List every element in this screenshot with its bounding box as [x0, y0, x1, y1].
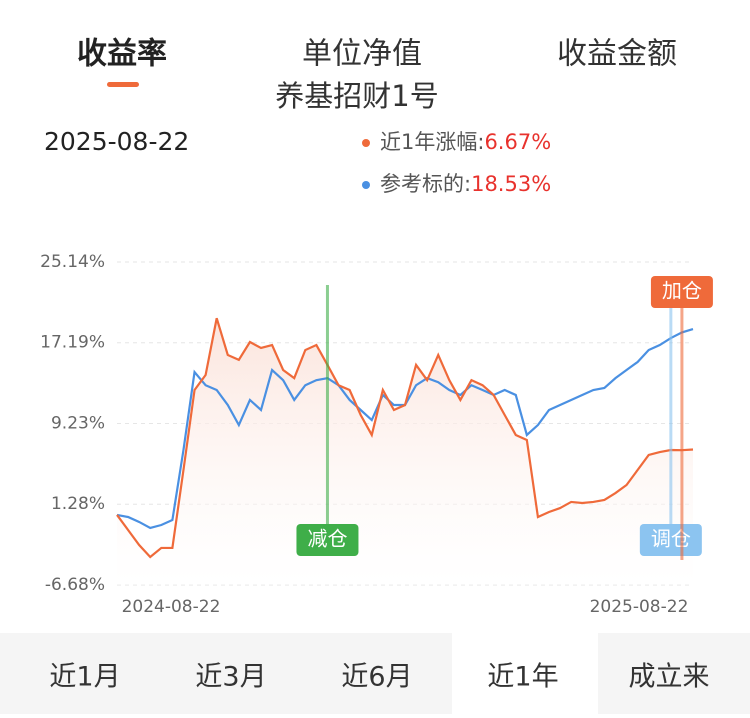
- tab[interactable]: 单位净值: [302, 37, 422, 72]
- period-bar: [0, 633, 750, 714]
- legend-value: 6.67%: [484, 130, 551, 154]
- fund-name: 养基招财1号: [275, 79, 438, 113]
- period-tab[interactable]: 近1月: [49, 662, 120, 693]
- annotation-label: 加仓: [662, 279, 702, 303]
- x-tick-label: 2024-08-22: [122, 597, 221, 617]
- date: 2025-08-22: [44, 127, 189, 156]
- legend: 近1年涨幅:6.67% 参考标的:18.53%: [362, 130, 551, 196]
- y-tick-label: 17.19%: [40, 333, 105, 353]
- legend-entry: 近1年涨幅:6.67%: [380, 130, 551, 154]
- y-tick-label: 9.23%: [51, 414, 105, 434]
- period-tab[interactable]: 近6月: [341, 662, 412, 693]
- legend-value: 18.53%: [471, 172, 551, 196]
- legend-name: 近1年涨幅:: [380, 130, 484, 154]
- legend-entry: 参考标的:18.53%: [380, 172, 551, 196]
- legend-dot: [362, 139, 370, 147]
- area: [117, 318, 693, 585]
- period-tab[interactable]: 近1年: [487, 662, 558, 693]
- annotation-badge: [650, 276, 713, 308]
- plot: -6.68% 1.28% 9.23% 17.19% 25.14% 2024-08-22 20…: [40, 252, 713, 617]
- tab[interactable]: 收益金额: [557, 37, 677, 72]
- legend-dot: [362, 181, 370, 189]
- period-tab[interactable]: 近3月: [195, 662, 266, 693]
- period-tabs: 近1月 近3月 近6月 近1年 成立来: [49, 662, 709, 693]
- y-tick-label: 1.28%: [51, 494, 105, 514]
- annotation-label: 调仓: [651, 527, 691, 551]
- y-tick-label: -6.68%: [45, 575, 105, 595]
- tab-indicator: [107, 82, 139, 87]
- annotation-badge: [296, 524, 359, 556]
- annotation-label: 减仓: [307, 527, 347, 551]
- x-tick-label: 2025-08-22: [590, 597, 689, 617]
- annotation-badge: [639, 524, 702, 556]
- series-line: [116, 317, 694, 559]
- period-tab[interactable]: 成立来: [629, 662, 710, 693]
- legend-name: 参考标的:: [380, 172, 471, 196]
- y-tick-label: 25.14%: [40, 252, 105, 272]
- tab[interactable]: 收益率: [77, 37, 167, 72]
- period-selected: [452, 633, 598, 714]
